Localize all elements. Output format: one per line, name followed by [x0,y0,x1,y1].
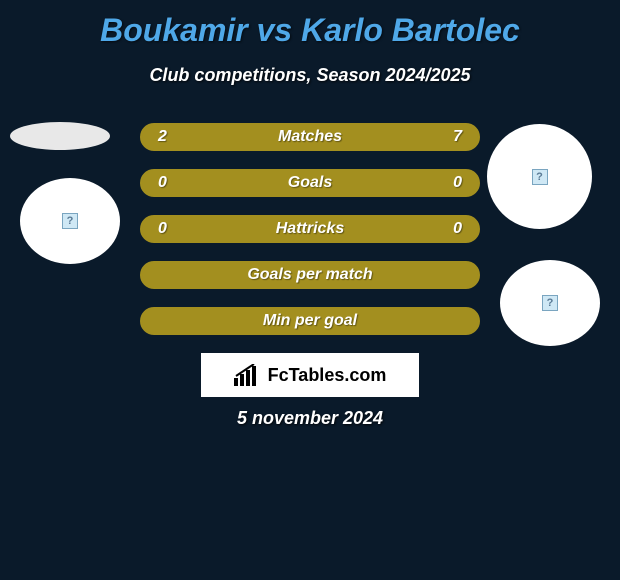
stat-label: Matches [178,128,442,146]
footer-brand: FcTables.com [201,353,419,397]
stat-label: Goals [178,174,442,192]
stat-row-hattricks: 0 Hattricks 0 [140,215,480,243]
placeholder-icon [62,213,78,229]
stat-label: Hattricks [178,220,442,238]
stats-container: 2 Matches 7 0 Goals 0 0 Hattricks 0 Goal… [140,123,480,353]
stat-left-value: 0 [158,220,178,238]
subtitle: Club competitions, Season 2024/2025 [0,65,620,86]
stat-left-value: 0 [158,174,178,192]
player-right-avatar-1 [487,124,592,229]
stat-right-value: 0 [442,220,462,238]
player-left-avatar [20,178,120,264]
player-right-avatar-2 [500,260,600,346]
stat-label: Goals per match [178,266,442,284]
stat-row-goals-per-match: Goals per match [140,261,480,289]
placeholder-icon [542,295,558,311]
stat-label: Min per goal [178,312,442,330]
stat-row-min-per-goal: Min per goal [140,307,480,335]
placeholder-icon [532,169,548,185]
date-label: 5 november 2024 [0,408,620,429]
stat-right-value: 7 [442,128,462,146]
decorative-ellipse [10,122,110,150]
page-title: Boukamir vs Karlo Bartolec [0,0,620,49]
chart-icon [234,364,262,386]
stat-row-goals: 0 Goals 0 [140,169,480,197]
stat-left-value: 2 [158,128,178,146]
stat-right-value: 0 [442,174,462,192]
footer-brand-text: FcTables.com [268,365,387,386]
stat-row-matches: 2 Matches 7 [140,123,480,151]
